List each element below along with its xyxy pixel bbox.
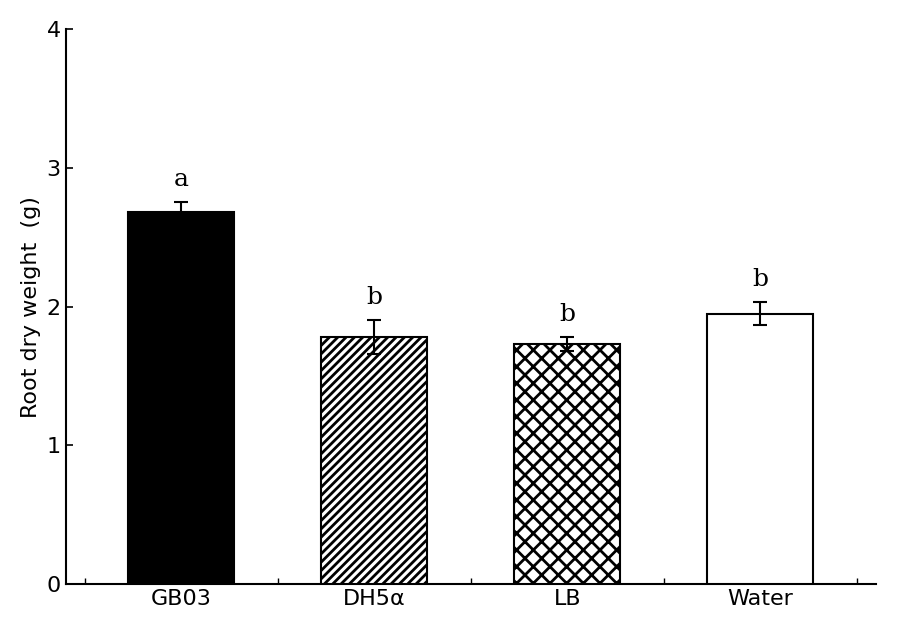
Text: b: b bbox=[366, 287, 382, 309]
Text: b: b bbox=[753, 268, 769, 291]
Text: b: b bbox=[560, 303, 575, 326]
Y-axis label: Root dry weight  (g): Root dry weight (g) bbox=[21, 196, 41, 418]
Text: a: a bbox=[174, 168, 188, 192]
Bar bbox=[707, 314, 814, 584]
Bar bbox=[128, 212, 234, 584]
Bar bbox=[514, 344, 621, 584]
Bar bbox=[321, 337, 427, 584]
